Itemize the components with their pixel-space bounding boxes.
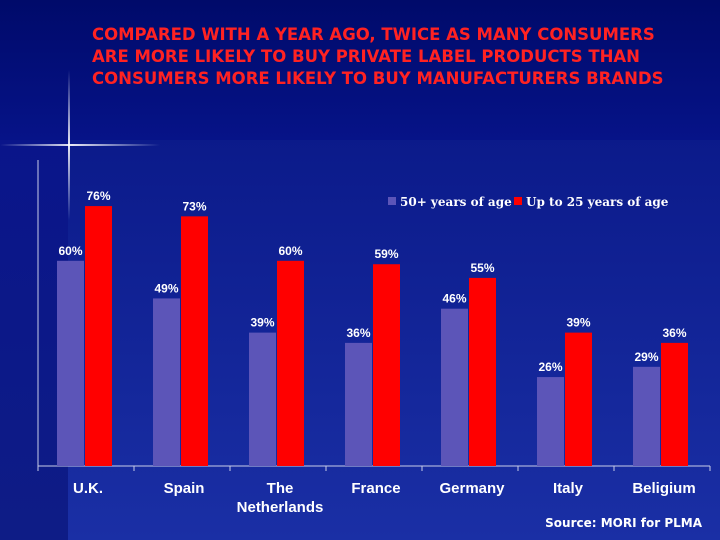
header-band xyxy=(0,0,720,140)
sparkle-decoration xyxy=(0,144,160,146)
bar-50plus xyxy=(249,332,276,466)
chart-title: COMPARED WITH A YEAR AGO, TWICE AS MANY … xyxy=(92,25,664,88)
x-tick-label: Italy xyxy=(553,480,584,497)
x-tick-label: France xyxy=(351,480,400,497)
bar-50plus xyxy=(441,308,468,466)
data-label: 36% xyxy=(346,326,370,340)
x-tick-label-line: Italy xyxy=(553,480,584,497)
legend-swatch xyxy=(514,197,522,205)
x-tick-label-line: U.K. xyxy=(73,480,103,497)
x-tick-label: Spain xyxy=(164,480,205,497)
x-tick-label-line: Netherlands xyxy=(237,499,324,516)
x-tick-label: Germany xyxy=(439,480,505,497)
x-tick-label: U.K. xyxy=(73,480,103,497)
bar-up-to-25 xyxy=(85,206,112,466)
x-tick-label: Beligium xyxy=(632,480,695,497)
x-tick-label-line: Germany xyxy=(439,480,505,497)
bar-up-to-25 xyxy=(565,332,592,466)
data-label: 73% xyxy=(182,199,206,213)
data-label: 39% xyxy=(250,316,274,330)
legend-label: Up to 25 years of age xyxy=(526,195,669,209)
x-tick-label: The Netherlands xyxy=(237,480,324,516)
legend-label: 50+ years of age xyxy=(400,195,512,209)
x-tick-label-line: Spain xyxy=(164,480,205,497)
x-tick-label-line: The xyxy=(267,480,294,497)
bar-50plus xyxy=(537,377,564,466)
legend-swatch xyxy=(388,197,396,205)
bar-50plus xyxy=(633,366,660,466)
x-tick-label-line: Beligium xyxy=(632,480,695,497)
bar-50plus xyxy=(345,342,372,466)
bar-50plus xyxy=(57,260,84,466)
bar-up-to-25 xyxy=(277,260,304,466)
source-note: Source: MORI for PLMA xyxy=(545,516,702,530)
data-label: 60% xyxy=(58,244,82,258)
bar-up-to-25 xyxy=(661,342,688,466)
sparkle-decoration xyxy=(68,70,70,220)
left-band xyxy=(0,140,68,540)
data-label: 59% xyxy=(374,247,398,261)
data-label: 46% xyxy=(442,292,466,306)
data-label: 29% xyxy=(634,350,658,364)
bar-up-to-25 xyxy=(181,216,208,466)
data-label: 39% xyxy=(566,316,590,330)
data-label: 49% xyxy=(154,281,178,295)
bar-up-to-25 xyxy=(373,264,400,466)
bar-up-to-25 xyxy=(469,277,496,466)
data-label: 26% xyxy=(538,360,562,374)
data-label: 55% xyxy=(470,261,494,275)
bar-50plus xyxy=(153,298,180,466)
data-label: 76% xyxy=(86,189,110,203)
data-label: 36% xyxy=(662,326,686,340)
x-tick-label-line: France xyxy=(351,480,400,497)
data-label: 60% xyxy=(278,244,302,258)
